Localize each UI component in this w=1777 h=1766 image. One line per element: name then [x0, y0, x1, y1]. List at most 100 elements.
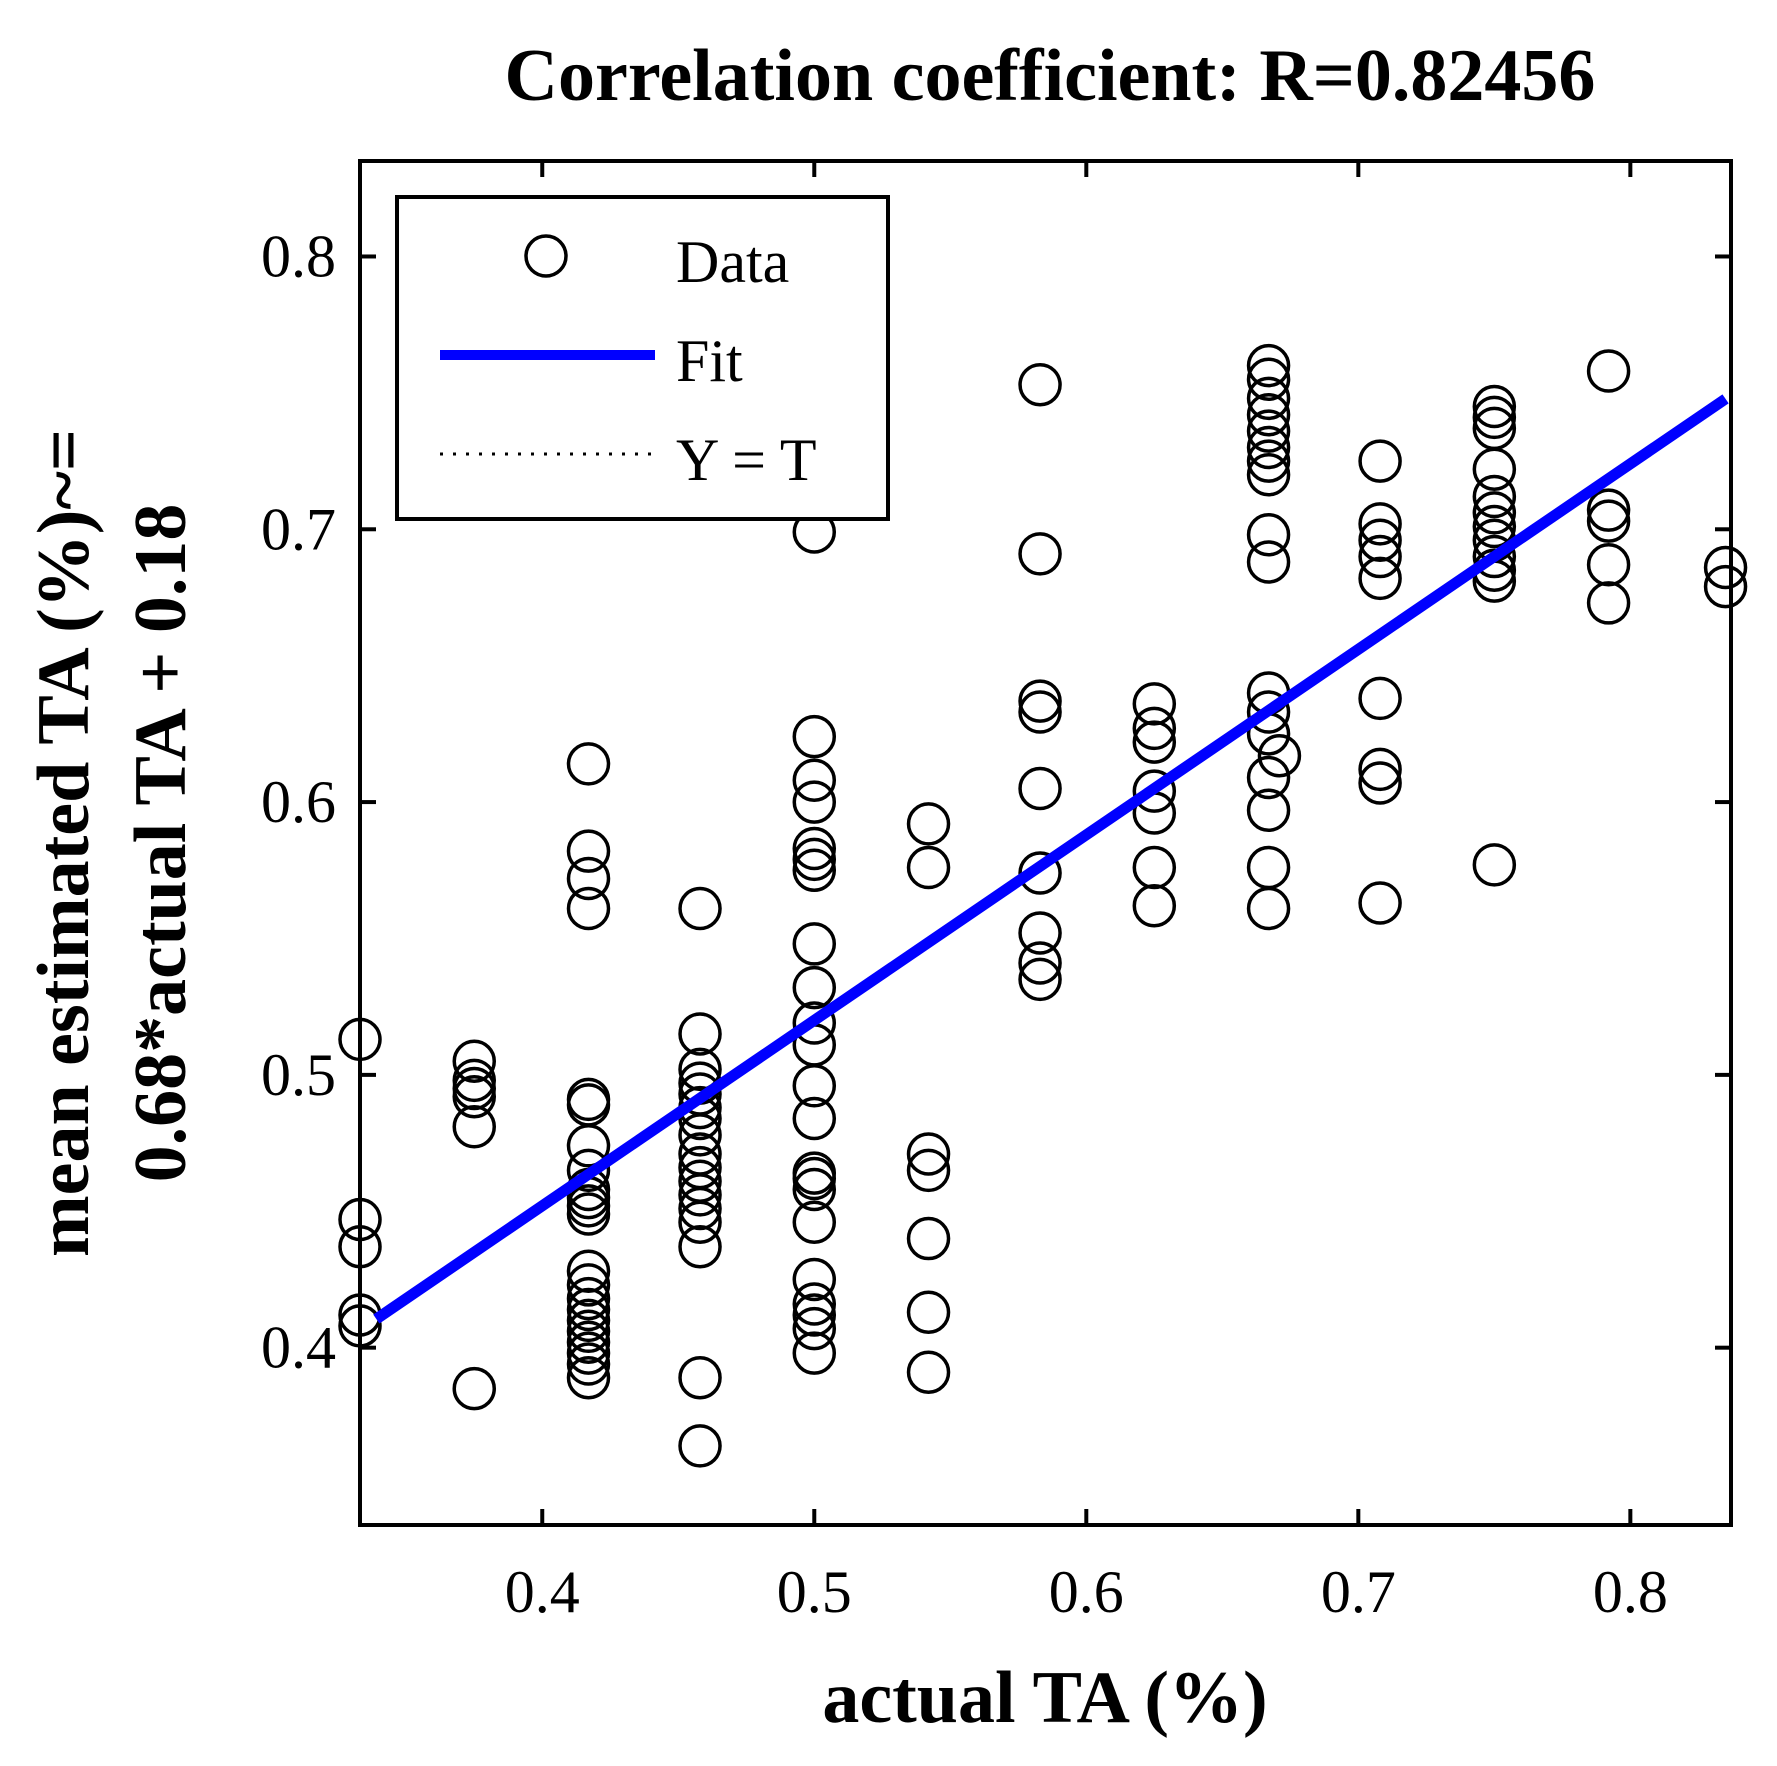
- x-tick-labels: 0.4 0.5 0.6 0.7 0.8: [505, 1559, 1668, 1625]
- data-point: [1018, 941, 1062, 985]
- data-point: [1132, 682, 1177, 726]
- data-point: [1018, 532, 1062, 576]
- data-point: [1018, 766, 1062, 811]
- data-point: [1472, 504, 1517, 549]
- data-point: [792, 922, 837, 966]
- data-point: [1018, 957, 1062, 1002]
- data-point: [792, 1331, 837, 1375]
- data-point: [1246, 409, 1291, 453]
- data-point: [566, 1276, 611, 1321]
- data-point: [566, 1320, 611, 1364]
- data-point: [1358, 747, 1402, 792]
- data-point: [1472, 534, 1517, 579]
- data-point: [792, 1096, 837, 1141]
- data-point: [1358, 761, 1402, 805]
- data-point: [1358, 439, 1402, 483]
- data-point: [792, 714, 837, 759]
- data-point: [566, 886, 611, 931]
- data-point: [1132, 720, 1177, 764]
- y-tick-label: 0.4: [261, 1315, 336, 1381]
- data-point: [1018, 679, 1062, 723]
- data-point: [1246, 376, 1291, 421]
- y-tick-label: 0.7: [261, 496, 336, 562]
- data-point: [452, 1366, 496, 1411]
- fit-line: [373, 394, 1729, 1324]
- data-point: [1132, 706, 1177, 751]
- data-point: [1246, 343, 1291, 388]
- data-point: [1472, 447, 1517, 492]
- data-point: [1132, 845, 1177, 890]
- data-point: [1358, 556, 1402, 601]
- data-point: [1703, 564, 1748, 609]
- data-point: [1472, 843, 1517, 887]
- data-point: [566, 742, 611, 786]
- data-point: [678, 1113, 722, 1157]
- legend-yt-label: Y = T: [676, 427, 817, 493]
- data-point: [1132, 883, 1177, 928]
- data-point: [1246, 512, 1291, 557]
- y-tick-label: 0.6: [261, 769, 336, 835]
- data-point: [338, 1304, 382, 1348]
- data-point: [1703, 545, 1748, 590]
- plot-area-frame: [358, 159, 1733, 1527]
- data-point: [1246, 425, 1291, 470]
- data-point: [1472, 474, 1517, 519]
- data-point: [1472, 491, 1517, 535]
- data-point: [792, 1257, 837, 1302]
- y-tick-label: 0.8: [261, 223, 336, 289]
- data-point: [906, 1216, 951, 1261]
- data-point: [792, 1064, 837, 1108]
- data-point: [792, 1200, 837, 1244]
- data-point: [566, 1192, 611, 1236]
- data-point: [338, 1197, 382, 1242]
- data-point: [792, 965, 837, 1010]
- data-point: [1358, 518, 1402, 562]
- data-point: [678, 1224, 722, 1269]
- data-point: [1257, 733, 1302, 778]
- data-point: [792, 1282, 837, 1326]
- data-point: [1246, 392, 1291, 437]
- data-point: [1586, 542, 1631, 587]
- data-point: [338, 1017, 382, 1062]
- data-point: [1018, 911, 1062, 955]
- x-tick-label: 0.4: [505, 1559, 580, 1625]
- legend-fit-label: Fit: [676, 328, 743, 394]
- data-point: [1246, 540, 1291, 584]
- y-axis-label-line2: 0.68*actual TA + 0.18: [120, 504, 202, 1183]
- data-point: [1358, 534, 1402, 579]
- y-axis-label-line1: mean estimated TA (%)~=: [23, 429, 105, 1257]
- data-point: [792, 1293, 837, 1337]
- data-point: [1246, 886, 1291, 931]
- x-tick-label: 0.7: [1321, 1559, 1396, 1625]
- data-point: [1018, 851, 1062, 895]
- tick-marks: [360, 161, 1731, 1525]
- data-point: [1586, 581, 1631, 625]
- y-tick-labels: 0.4 0.5 0.6 0.7 0.8: [261, 223, 336, 1380]
- data-point: [792, 848, 837, 893]
- data-point: [1246, 690, 1291, 734]
- data-point: [678, 1186, 722, 1231]
- data-point: [678, 1047, 722, 1092]
- data-point: [1246, 452, 1291, 497]
- data-point: [566, 1124, 611, 1168]
- data-point: [906, 1290, 951, 1334]
- data-point: [566, 1263, 611, 1307]
- data-point: [566, 1331, 611, 1375]
- x-tick-label: 0.5: [777, 1559, 852, 1625]
- data-point: [1246, 357, 1291, 401]
- data-point: [906, 1132, 951, 1176]
- data-point: [792, 1156, 837, 1201]
- data-point: [678, 1355, 722, 1400]
- data-point: [906, 1148, 951, 1193]
- data-point: [792, 837, 837, 882]
- data-point: [1586, 488, 1631, 532]
- x-tick-label: 0.8: [1593, 1559, 1668, 1625]
- data-point: [452, 1104, 496, 1149]
- data-point: [1358, 676, 1402, 721]
- data-point: [1246, 755, 1291, 800]
- x-axis-label: actual TA (%): [822, 1657, 1267, 1739]
- data-point: [1586, 349, 1631, 393]
- data-point: [566, 1287, 611, 1332]
